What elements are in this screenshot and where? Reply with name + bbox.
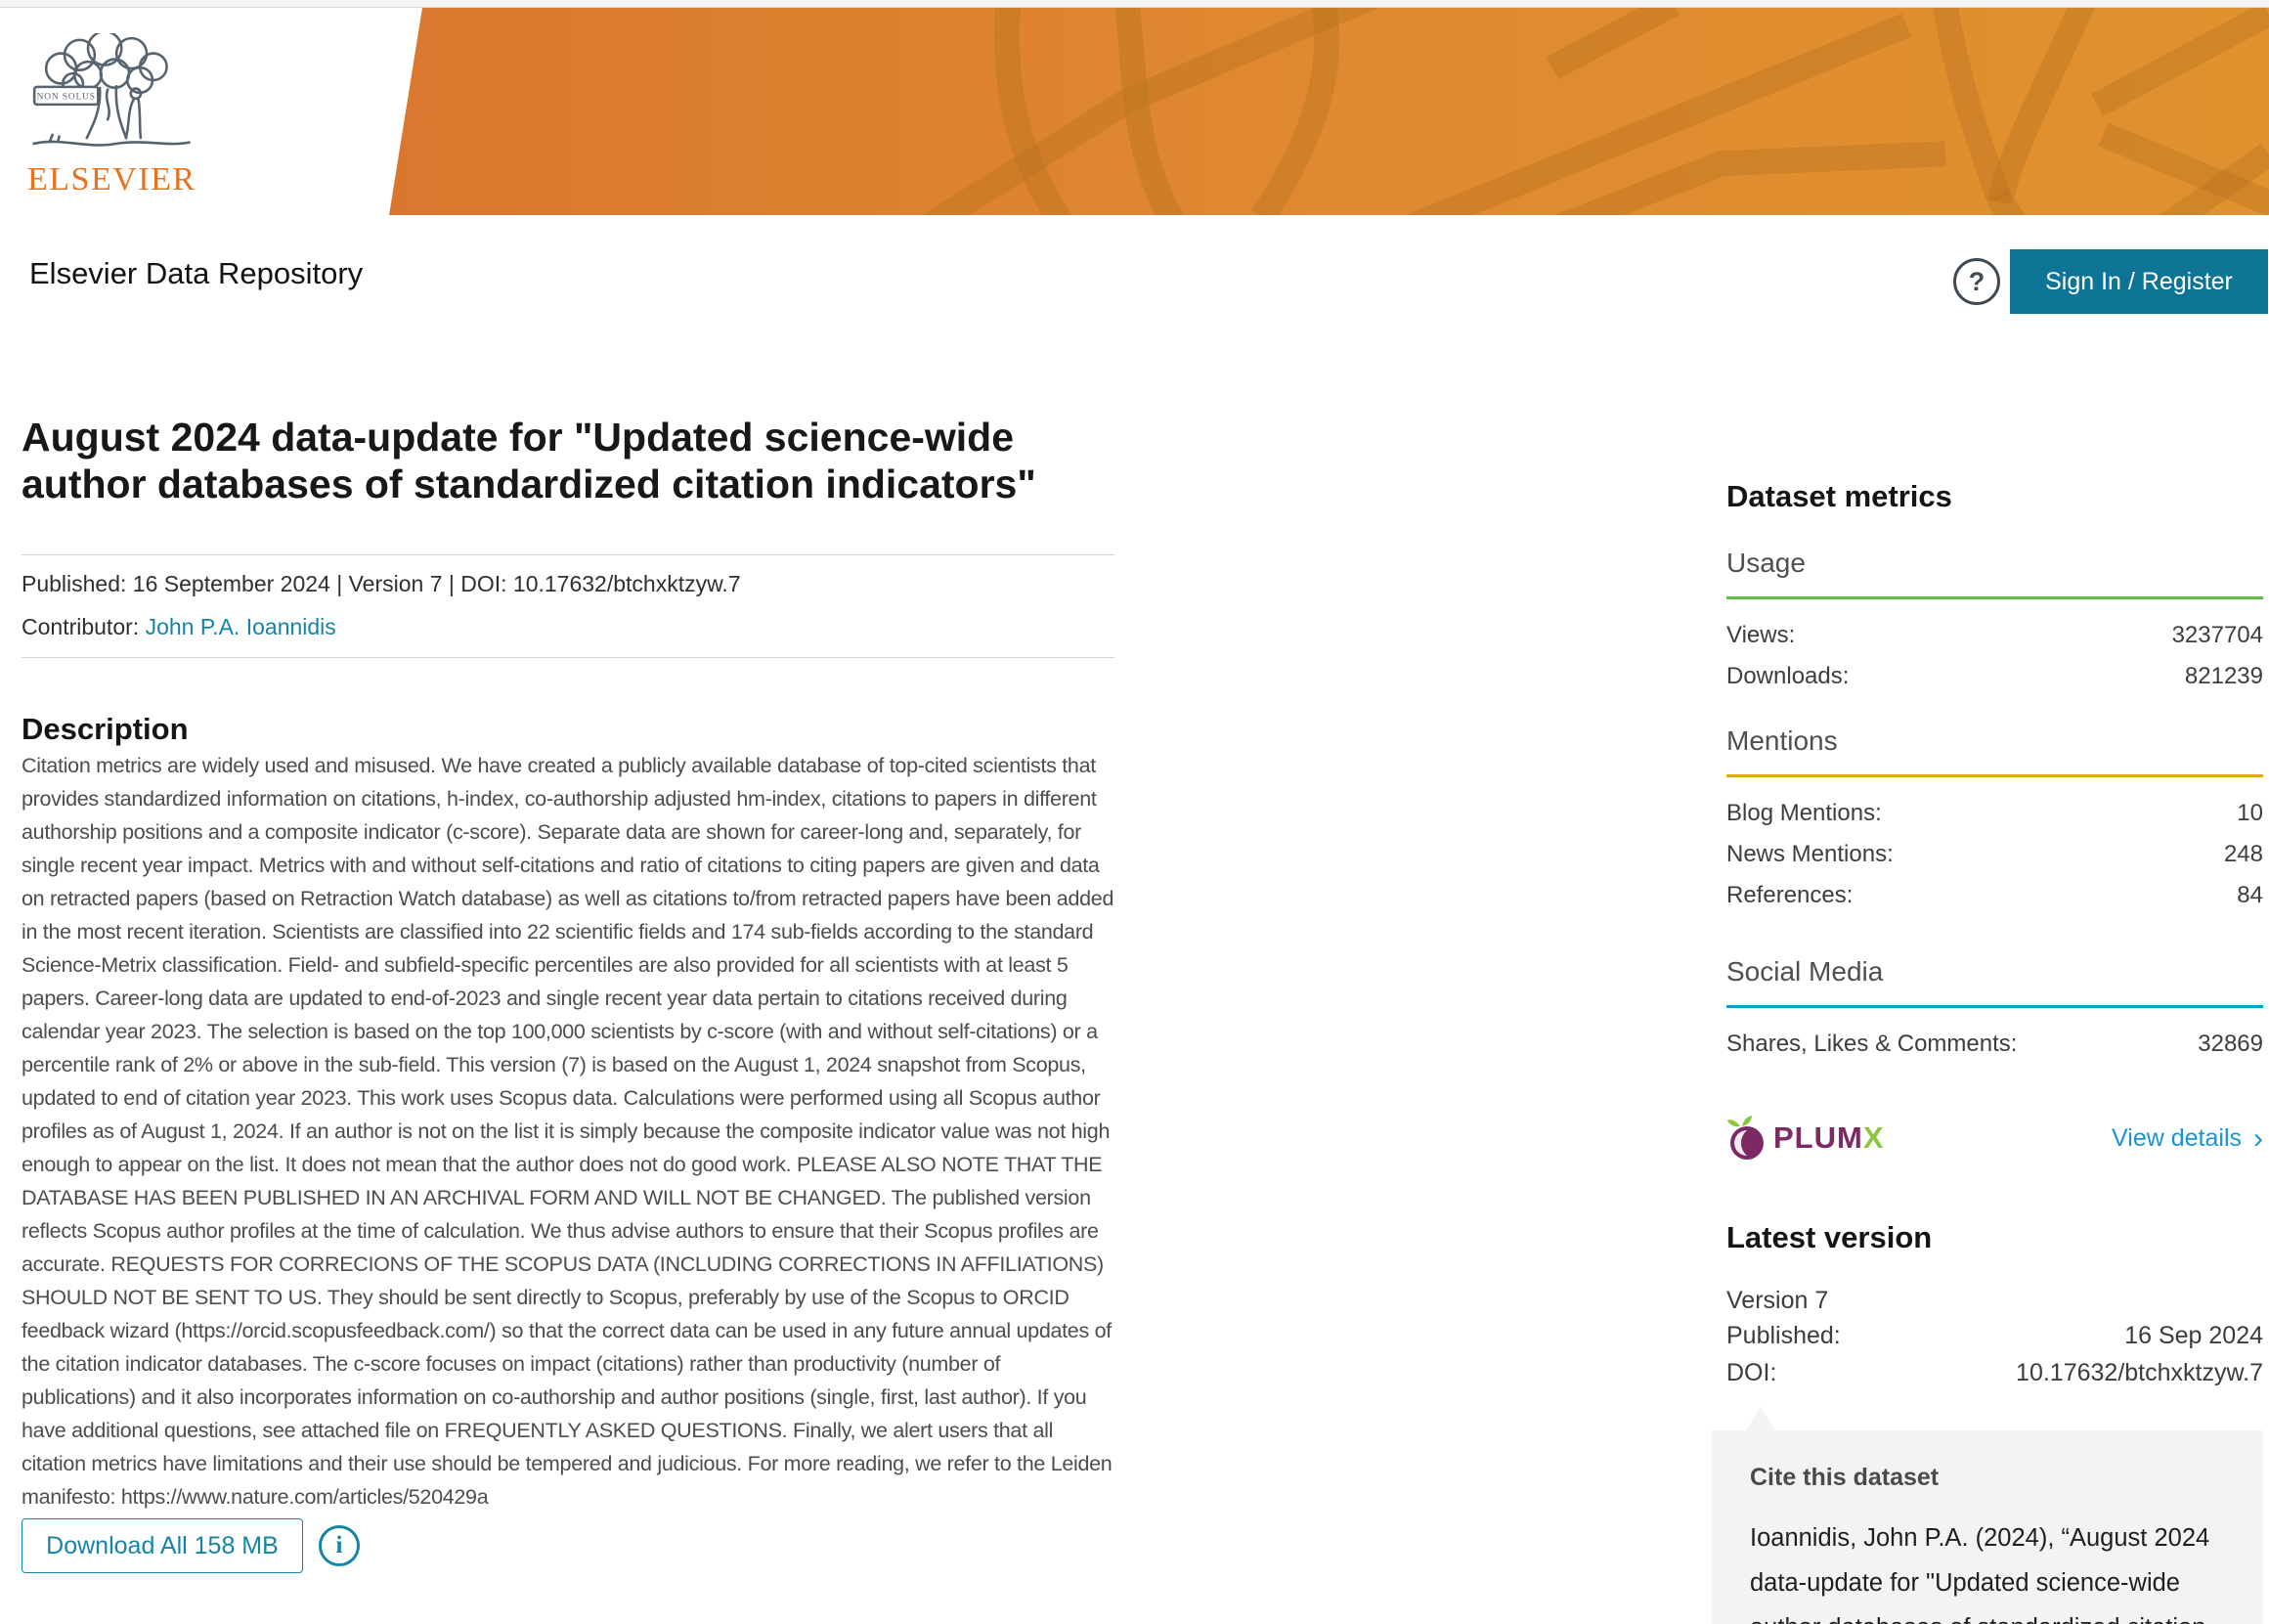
- published-line: Published: 16 September 2024 | Version 7…: [22, 571, 741, 596]
- metric-label: Blog Mentions:: [1726, 800, 1882, 826]
- divider: [22, 657, 1114, 658]
- view-details-label: View details: [2112, 1123, 2242, 1152]
- chevron-right-icon: ›: [2253, 1121, 2263, 1155]
- metric-value: 821239: [2184, 663, 2263, 689]
- plumx-plum-icon: [1727, 1116, 1764, 1160]
- info-glyph: i: [335, 1532, 343, 1558]
- metric-row-downloads: Downloads: 821239: [1726, 656, 2263, 697]
- elsevier-wordmark: ELSEVIER: [27, 161, 196, 198]
- cite-heading: Cite this dataset: [1750, 1464, 1940, 1491]
- banner-leaf-pattern: [905, 8, 2269, 215]
- divider: [22, 554, 1114, 555]
- social-media-label: Social Media: [1726, 956, 1884, 987]
- latest-published-label: Published:: [1726, 1322, 1841, 1349]
- download-all-button[interactable]: Download All 158 MB: [22, 1518, 303, 1573]
- metric-label: Shares, Likes & Comments:: [1726, 1031, 2018, 1057]
- social-underline: [1726, 1005, 2263, 1008]
- contributor-line: Contributor: John P.A. Ioannidis: [22, 614, 336, 640]
- usage-label: Usage: [1726, 548, 1806, 578]
- latest-version-published-row: Published: 16 Sep 2024: [1726, 1322, 2263, 1350]
- metric-row-references: References: 84: [1726, 875, 2263, 916]
- latest-version-number: Version 7: [1726, 1287, 1829, 1314]
- plumx-row: PLUMX View details ›: [1726, 1115, 2263, 1162]
- metric-value: 10: [2237, 800, 2263, 826]
- metric-value: 248: [2223, 841, 2263, 867]
- mentions-underline: [1726, 774, 2263, 777]
- metric-value: 3237704: [2171, 622, 2263, 648]
- metrics-section-mentions: Mentions Blog Mentions: 10 News Mentions…: [1726, 725, 2263, 916]
- description-heading: Description: [22, 711, 189, 746]
- plumx-x-letter: X: [1862, 1120, 1885, 1155]
- help-icon[interactable]: ?: [1953, 258, 2000, 305]
- dataset-title: August 2024 data-update for "Updated sci…: [22, 415, 1036, 507]
- signin-register-label: Sign In / Register: [2045, 267, 2233, 295]
- metric-label: News Mentions:: [1726, 841, 1894, 867]
- mentions-label: Mentions: [1726, 725, 1838, 756]
- latest-doi-label: DOI:: [1726, 1359, 1777, 1386]
- cite-box-pointer: [1746, 1406, 1775, 1431]
- metric-row-shares-likes-comments: Shares, Likes & Comments: 32869: [1726, 1024, 2263, 1065]
- cite-box: Cite this dataset Ioannidis, John P.A. (…: [1712, 1430, 2263, 1624]
- view-details-link[interactable]: View details ›: [2112, 1121, 2263, 1155]
- signin-register-button[interactable]: Sign In / Register: [2010, 249, 2268, 314]
- elsevier-tree-icon: NON SOLUS: [32, 30, 191, 147]
- top-strip: [0, 0, 2269, 8]
- latest-version-doi-row: DOI: 10.17632/btchxktzyw.7: [1726, 1359, 2263, 1387]
- contributor-link[interactable]: John P.A. Ioannidis: [145, 614, 336, 639]
- elsevier-logo[interactable]: NON SOLUS ELSEVIER: [27, 30, 223, 198]
- metric-label: Downloads:: [1726, 663, 1850, 689]
- metric-value: 84: [2237, 882, 2263, 908]
- latest-version-heading: Latest version: [1726, 1220, 1933, 1254]
- plumx-logo[interactable]: PLUMX: [1726, 1115, 1885, 1162]
- help-question-glyph: ?: [1968, 266, 1985, 296]
- site-title: Elsevier Data Repository: [29, 256, 364, 290]
- metrics-section-usage: Usage Views: 3237704 Downloads: 821239: [1726, 548, 2263, 697]
- info-icon[interactable]: i: [319, 1525, 360, 1566]
- metric-row-blog-mentions: Blog Mentions: 10: [1726, 793, 2263, 834]
- description-text: Citation metrics are widely used and mis…: [22, 754, 1114, 1509]
- metric-value: 32869: [2198, 1031, 2263, 1057]
- metric-label: References:: [1726, 882, 1854, 908]
- non-solus-ribbon-text: NON SOLUS: [37, 93, 96, 103]
- cite-text: Ioannidis, John P.A. (2024), “August 202…: [1750, 1524, 2210, 1624]
- metric-label: Views:: [1726, 622, 1796, 648]
- metrics-section-social: Social Media Shares, Likes & Comments: 3…: [1726, 956, 2263, 1065]
- latest-doi-value: 10.17632/btchxktzyw.7: [2016, 1359, 2263, 1386]
- contributor-label: Contributor:: [22, 614, 146, 639]
- metric-row-views: Views: 3237704: [1726, 615, 2263, 656]
- dataset-metrics-heading: Dataset metrics: [1726, 479, 1952, 513]
- metric-row-news-mentions: News Mentions: 248: [1726, 834, 2263, 875]
- latest-published-value: 16 Sep 2024: [2124, 1322, 2263, 1349]
- usage-underline: [1726, 596, 2263, 599]
- header-banner: [389, 8, 2269, 215]
- plumx-wordmark: PLUMX: [1773, 1120, 1885, 1155]
- download-all-label: Download All 158 MB: [46, 1531, 279, 1559]
